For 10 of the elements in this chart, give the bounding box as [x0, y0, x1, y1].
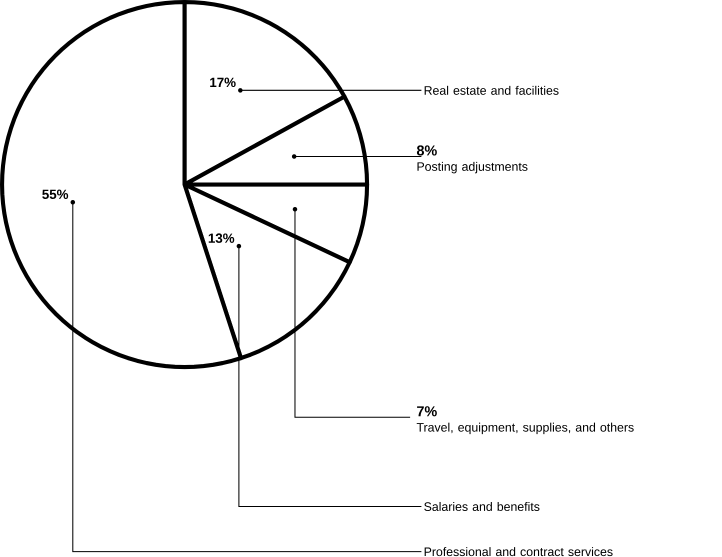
data-label: 13% [208, 233, 234, 243]
data-label: 7% [417, 406, 437, 416]
data-label: 8% [416, 145, 437, 156]
slice-label: Posting adjustments [417, 162, 528, 174]
slice-label: Salaries and benefits [424, 502, 540, 511]
slice-label: Professional and contract services [424, 547, 613, 556]
slice-label: Travel, equipment, supplies, and others [416, 422, 634, 434]
slice-label: Real estate and facilities [424, 86, 559, 95]
data-label: 55% [42, 190, 68, 199]
data-label: 17% [210, 78, 236, 87]
